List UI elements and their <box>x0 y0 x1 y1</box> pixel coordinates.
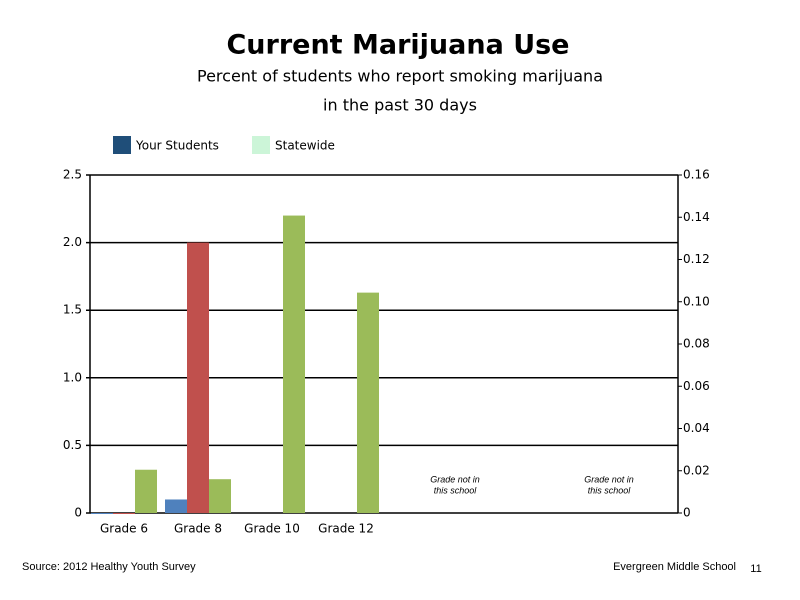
y-tick-label: 1.0 <box>63 370 82 384</box>
chart-subtitle: in the past 30 days <box>323 96 477 115</box>
bar <box>165 499 187 513</box>
y-tick-label: 0.5 <box>63 438 82 452</box>
y2-tick-label: 0.08 <box>683 337 710 351</box>
chart-subtitle: Percent of students who report smoking m… <box>197 67 603 86</box>
y-tick-label: 2.5 <box>63 168 82 182</box>
y-tick-label: 2.0 <box>63 235 82 249</box>
y2-tick-label: 0.16 <box>683 168 710 182</box>
school-name: Evergreen Middle School <box>613 561 736 573</box>
x-tick-label: Grade 8 <box>174 522 222 536</box>
legend-label: Statewide <box>275 139 335 153</box>
annotation: Grade not in <box>584 474 634 484</box>
bar <box>357 292 379 513</box>
y2-tick-label: 0.02 <box>683 463 710 477</box>
y2-tick-label: 0 <box>683 506 691 520</box>
x-tick-label: Grade 10 <box>244 522 300 536</box>
bar <box>187 242 209 513</box>
bar <box>283 215 305 513</box>
y2-tick-label: 0.04 <box>683 421 710 435</box>
annotation: this school <box>588 485 632 495</box>
y2-tick-label: 0.14 <box>683 210 710 224</box>
y2-tick-label: 0.12 <box>683 252 710 266</box>
bar <box>209 479 231 513</box>
y-tick-label: 0 <box>74 506 82 520</box>
annotation: this school <box>434 485 478 495</box>
y2-tick-label: 0.06 <box>683 379 710 393</box>
bar <box>113 513 135 514</box>
chart-title: Current Marijuana Use <box>226 30 569 61</box>
bar <box>135 469 157 513</box>
legend-label: Your Students <box>135 139 219 153</box>
x-tick-label: Grade 6 <box>100 522 148 536</box>
x-tick-label: Grade 12 <box>318 522 374 536</box>
source: Source: 2012 Healthy Youth Survey <box>22 561 196 573</box>
page-number: 11 <box>750 563 761 575</box>
bar <box>91 513 113 514</box>
legend-swatch <box>113 136 131 154</box>
y2-tick-label: 0.10 <box>683 294 710 308</box>
annotation: Grade not in <box>430 474 480 484</box>
legend-swatch <box>252 136 270 154</box>
y-tick-label: 1.5 <box>63 303 82 317</box>
